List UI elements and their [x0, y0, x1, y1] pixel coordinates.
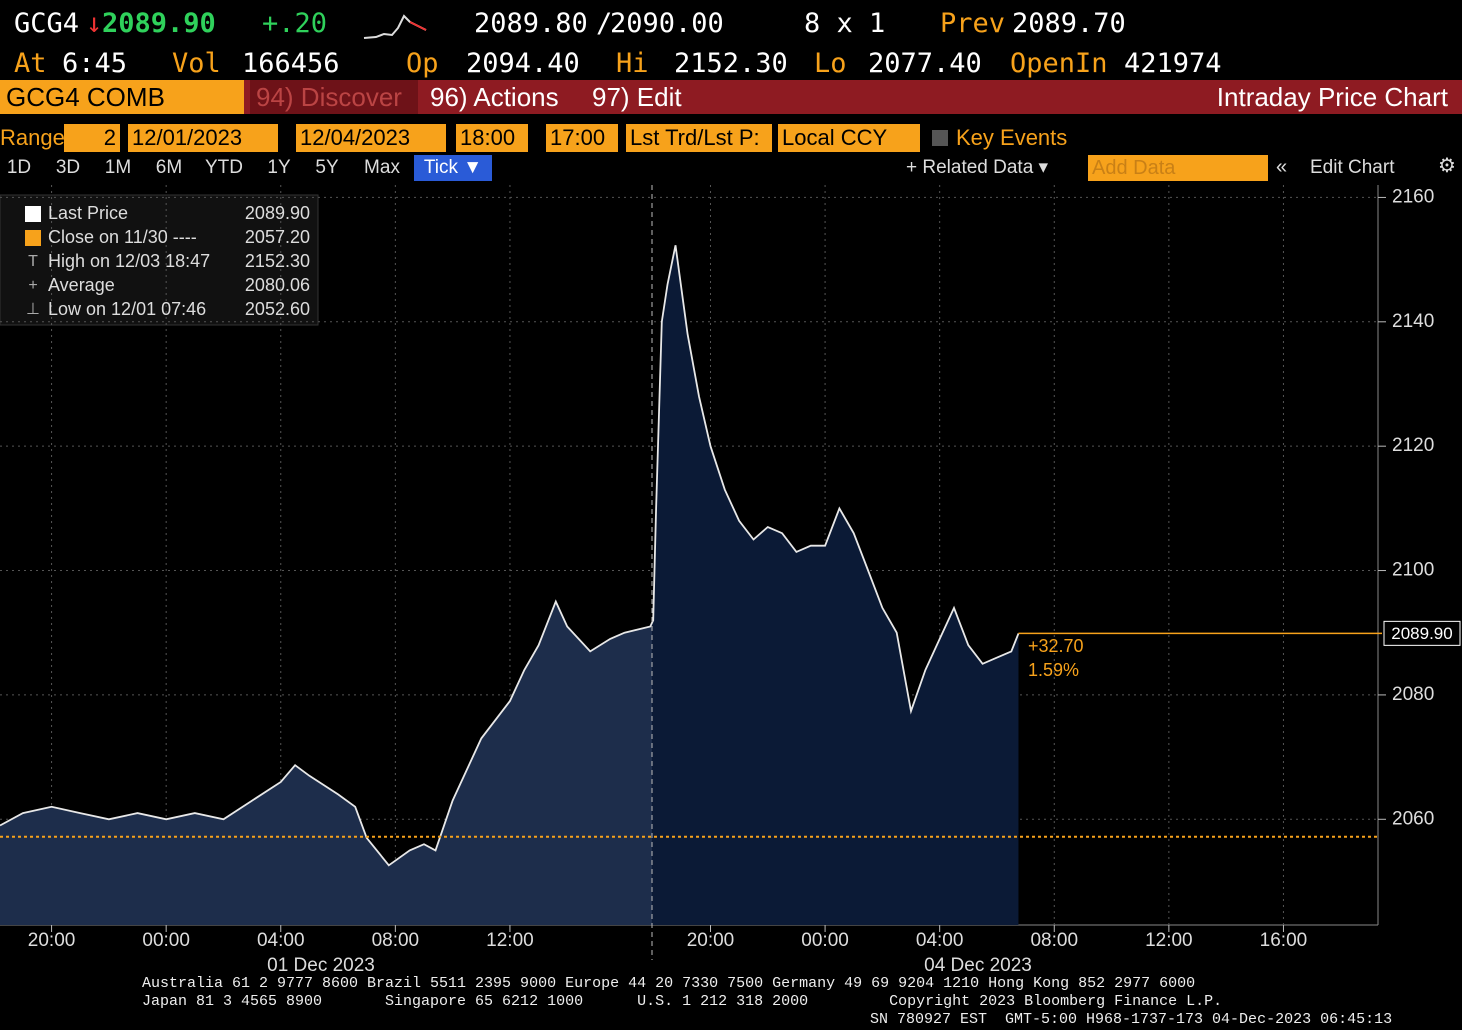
x-tick-label: 04:00 [916, 930, 964, 951]
x-tick-label: 16:00 [1260, 930, 1308, 951]
end-date[interactable]: 12/04/2023 [296, 124, 446, 152]
range-label: Range [0, 125, 65, 150]
collapse-icon[interactable]: « [1276, 156, 1288, 178]
y-tick-label: 2100 [1392, 560, 1434, 581]
footer-line: Japan 81 3 4565 8900 Singapore 65 6212 1… [142, 993, 1223, 1010]
legend-label: Last Price [48, 203, 128, 223]
screen-title: Intraday Price Chart [1216, 82, 1448, 112]
legend-value: 2089.90 [245, 203, 310, 223]
date-label: 04 Dec 2023 [924, 955, 1032, 976]
oi-label: OpenIn [1010, 48, 1108, 79]
open: 2094.40 [466, 48, 580, 79]
period-tab[interactable]: 6M [155, 157, 183, 178]
x-tick-label: 08:00 [1030, 930, 1078, 951]
legend-icon: T [28, 253, 38, 270]
edit-chart[interactable]: Edit Chart [1310, 157, 1395, 178]
related-data[interactable]: + Related Data ▾ [906, 157, 1049, 178]
change-annotation: +32.70 [1028, 636, 1084, 656]
end-time[interactable]: 17:00 [546, 124, 618, 152]
x-tick-label: 00:00 [142, 930, 190, 951]
x-tick-label: 12:00 [1145, 930, 1193, 951]
slash: / [596, 8, 613, 39]
net-change: +.20 [262, 8, 328, 39]
x-tick-label: 00:00 [801, 930, 849, 951]
settings-icon[interactable]: ⚙ [1438, 155, 1456, 177]
last-price: 2089.90 [102, 8, 216, 39]
last-price-label: 2089.90 [1391, 624, 1452, 643]
period-tab[interactable]: YTD [205, 157, 243, 178]
y-tick-label: 2140 [1392, 311, 1434, 332]
y-tick-label: 2120 [1392, 435, 1434, 456]
size: 8 x 1 [804, 8, 886, 39]
add-data[interactable]: Add Data [1088, 155, 1268, 181]
range-count[interactable]: 2 [64, 124, 120, 152]
x-tick-label: 12:00 [486, 930, 534, 951]
period-tab[interactable]: 1Y [267, 157, 291, 178]
price-line [0, 245, 1020, 867]
legend-value: 2052.60 [245, 299, 310, 319]
vol-label: Vol [172, 48, 221, 79]
period-tab[interactable]: Max [364, 157, 400, 178]
high: 2152.30 [674, 48, 788, 79]
period-tab[interactable]: 1M [104, 157, 132, 178]
legend-icon: + [28, 277, 37, 294]
field-select[interactable]: Lst Trd/Lst P: [626, 124, 772, 152]
prev: 2089.70 [1012, 8, 1126, 39]
x-tick-label: 08:00 [372, 930, 420, 951]
discover-button[interactable]: 94) Discover [250, 80, 418, 114]
down-arrow: ↓ [86, 8, 103, 39]
legend-value: 2057.20 [245, 227, 310, 247]
x-tick-label: 20:00 [28, 930, 76, 951]
legend-swatch [25, 206, 41, 222]
legend-label: High on 12/03 18:47 [48, 251, 210, 271]
legend-label: Low on 12/01 07:46 [48, 299, 206, 319]
open-label: Op [406, 48, 439, 79]
low-label: Lo [814, 48, 847, 79]
start-date[interactable]: 12/01/2023 [128, 124, 278, 152]
x-tick-label: 04:00 [257, 930, 305, 951]
currency-select[interactable]: Local CCY [778, 124, 920, 152]
period-tab[interactable]: Tick ▼ [414, 155, 492, 181]
legend-icon: ⊥ [26, 301, 40, 318]
ticker: GCG4 [14, 8, 80, 39]
time: 6:45 [62, 48, 128, 79]
low: 2077.40 [868, 48, 982, 79]
percent-annotation: 1.59% [1028, 660, 1079, 680]
legend-value: 2080.06 [245, 275, 310, 295]
start-time[interactable]: 18:00 [456, 124, 528, 152]
legend-swatch [25, 230, 41, 246]
edit-button[interactable]: 97) Edit [592, 82, 682, 112]
prev-label: Prev [940, 8, 1006, 39]
ask: 2090.00 [610, 8, 724, 39]
x-tick-label: 20:00 [687, 930, 735, 951]
bid: 2089.80 [474, 8, 588, 39]
period-tab[interactable]: 1D [6, 157, 32, 178]
legend-box [0, 194, 319, 326]
key-events[interactable]: Key Events [956, 125, 1068, 150]
y-tick-label: 2060 [1392, 808, 1434, 829]
y-tick-label: 2160 [1392, 186, 1434, 207]
price-area [0, 245, 1019, 926]
sparkline [363, 14, 427, 39]
oi: 421974 [1124, 48, 1222, 79]
legend-label: Close on 11/30 ---- [48, 227, 197, 247]
last-price-tag [1383, 620, 1461, 646]
y-tick-label: 2080 [1392, 684, 1434, 705]
date-label: 01 Dec 2023 [267, 955, 375, 976]
legend-value: 2152.30 [245, 251, 310, 271]
footer-line: Australia 61 2 9777 8600 Brazil 5511 239… [142, 975, 1196, 992]
legend-label: Average [48, 275, 115, 295]
vol: 166456 [242, 48, 340, 79]
period-tab[interactable]: 3D [55, 157, 81, 178]
footer-line: SN 780927 EST GMT-5:00 H968-1737-173 04-… [870, 1011, 1393, 1028]
period-tab[interactable]: 5Y [315, 157, 339, 178]
checkbox[interactable] [932, 130, 948, 146]
actions-button[interactable]: 96) Actions [430, 82, 559, 112]
time-label: At [14, 48, 47, 79]
high-label: Hi [616, 48, 649, 79]
